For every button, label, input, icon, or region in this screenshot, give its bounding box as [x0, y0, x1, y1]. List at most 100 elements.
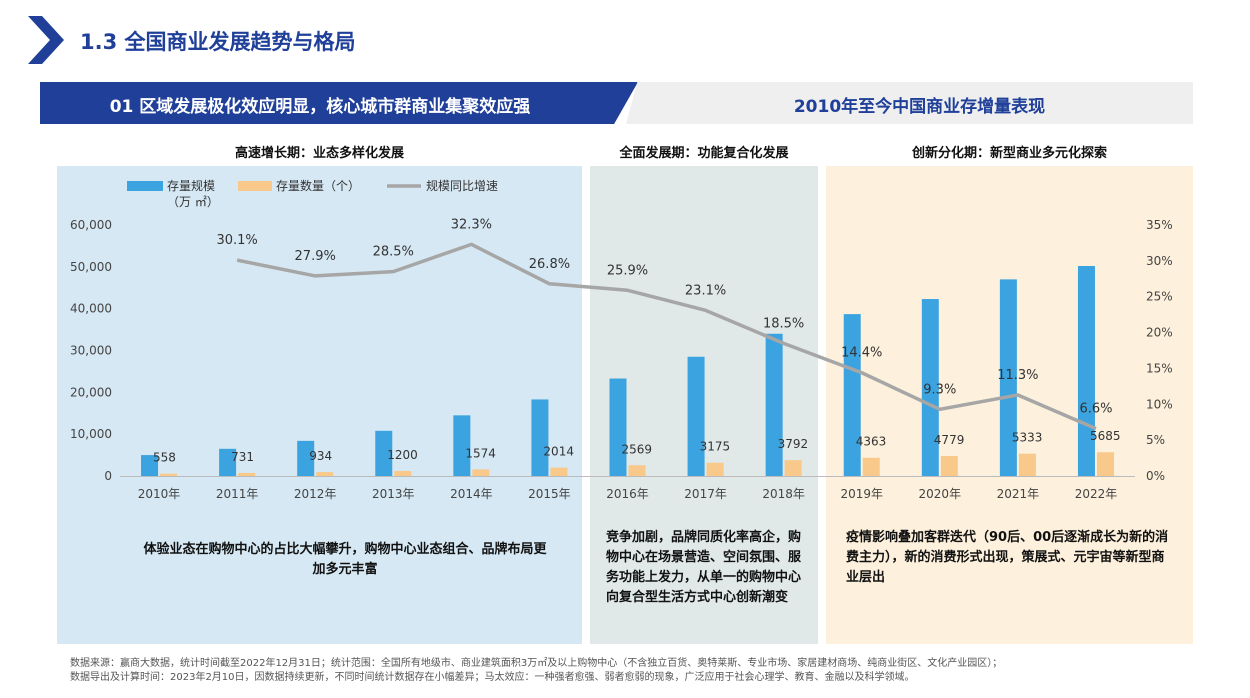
chart: 0 10,000 20,000 30,000 40,000 50,000 60,000 0% 5… — [70, 178, 1173, 501]
legend-label-rate: 规模同比增速 — [426, 178, 498, 193]
count-data-label: 3792 — [778, 437, 809, 451]
count-bar — [472, 469, 490, 476]
scale-bar — [1077, 265, 1095, 476]
x-tick-label: 2014年 — [450, 487, 493, 501]
count-data-label: 731 — [231, 450, 254, 464]
scale-bar — [687, 356, 705, 476]
y-left-tick-label: 20,000 — [70, 385, 112, 399]
y-right-tick-label: 25% — [1146, 290, 1173, 304]
period-label-full: 全面发展期：功能复合化发展 — [619, 146, 789, 161]
y-left-tick-label: 30,000 — [70, 344, 112, 358]
growth-rate-line — [236, 242, 1097, 431]
rate-data-label: 30.1% — [216, 233, 257, 248]
scale-bar — [999, 279, 1017, 476]
y-left-tick-label: 40,000 — [70, 302, 112, 316]
x-tick-label: 2019年 — [840, 487, 883, 501]
scale-bar — [297, 440, 315, 476]
scale-bar — [219, 448, 237, 476]
footer-line-source: 数据来源：赢商大数据，统计时间截至2022年12月31日；统计范围：全国所有地级… — [70, 658, 1003, 669]
y-right-tick-label: 10% — [1146, 397, 1173, 411]
y-right-tick-label: 30% — [1146, 254, 1173, 268]
y-left-tick-label: 50,000 — [70, 260, 112, 274]
count-bar — [316, 472, 334, 476]
rate-data-label: 25.9% — [607, 263, 648, 278]
scale-bar — [375, 430, 393, 476]
rate-data-label: 11.3% — [997, 368, 1038, 383]
scale-bar — [453, 415, 471, 476]
chevron-icon — [28, 16, 64, 64]
count-data-label: 2014 — [543, 445, 574, 459]
footer-source: 数据来源：赢商大数据，统计时间截至2022年12月31日；统计范围：全国所有地级… — [70, 657, 1190, 685]
count-bar — [706, 462, 724, 476]
legend-label-scale: 存量规模 — [167, 178, 215, 193]
count-data-label: 5333 — [1012, 431, 1043, 445]
count-bar — [784, 460, 802, 476]
y-right-tick-label: 0% — [1146, 469, 1165, 483]
footer-line-method: 数据导出及计算时间：2023年2月10日，因数据持续更新，不同时间统计数据存在小… — [70, 672, 915, 683]
count-data-label: 5685 — [1090, 429, 1121, 443]
scale-bar — [609, 378, 627, 476]
rate-data-label: 18.5% — [763, 316, 804, 331]
count-data-label: 1200 — [387, 448, 418, 462]
y-left-tick-label: 0 — [104, 469, 112, 483]
scale-bar — [765, 333, 783, 476]
count-data-label: 4779 — [934, 433, 965, 447]
x-tick-label: 2013年 — [372, 487, 415, 501]
x-tick-label: 2018年 — [762, 487, 805, 501]
y-right-tick-label: 20% — [1146, 326, 1173, 340]
count-bar — [628, 465, 646, 476]
count-bar — [238, 472, 256, 476]
y-left-tick-label: 10,000 — [70, 427, 112, 441]
period-note-innovation: 疫情影响叠加客群迭代（90后、00后逐渐成长为新的消费主力），新的消费形式出现，… — [846, 530, 1169, 585]
period-note-full: 竞争加剧，品牌同质化率高企，购物中心在场景营造、空间氛围、服务功能上发力，从单一… — [606, 530, 802, 605]
x-tick-label: 2022年 — [1075, 487, 1118, 501]
x-tick-label: 2012年 — [294, 487, 337, 501]
legend-swatch-scale — [127, 181, 163, 191]
x-tick-label: 2016年 — [606, 487, 649, 501]
y-left-tick-label: 60,000 — [70, 218, 112, 232]
x-tick-label: 2011年 — [216, 487, 259, 501]
scale-bar — [531, 399, 549, 476]
rate-data-label: 28.5% — [373, 245, 414, 260]
count-bar — [940, 456, 958, 476]
page-title: 1.3 全国商业发展趋势与格局 — [80, 30, 356, 54]
scale-bar — [921, 299, 939, 476]
legend-label-count: 存量数量（个） — [276, 178, 360, 193]
chart-title: 2010年至今中国商业存增量表现 — [793, 97, 1046, 117]
rate-data-label: 6.6% — [1079, 402, 1112, 417]
rate-data-label: 23.1% — [685, 283, 726, 298]
count-bar — [160, 473, 178, 476]
rate-data-label: 27.9% — [295, 249, 336, 264]
count-data-label: 1574 — [465, 446, 496, 460]
count-bar — [1018, 453, 1036, 476]
chart-title-banner: 2010年至今中国商业存增量表现 — [626, 82, 1193, 124]
period-label-innovation: 创新分化期：新型商业多元化探索 — [911, 146, 1107, 161]
count-data-label: 558 — [153, 451, 176, 465]
legend-label-scale-unit: （万 ㎡） — [167, 195, 219, 209]
rate-data-label: 14.4% — [841, 346, 882, 361]
count-data-label: 3175 — [700, 440, 731, 454]
period-note-growth: 体验业态在购物中心的占比大幅攀升，购物中心业态组合、品牌布局更加多元丰富 — [143, 542, 547, 577]
x-tick-label: 2020年 — [919, 487, 962, 501]
rate-data-label: 9.3% — [923, 382, 956, 397]
y-right-tick-label: 5% — [1146, 433, 1165, 447]
scale-bar — [843, 314, 861, 476]
scale-bar — [141, 455, 159, 476]
rate-data-label: 32.3% — [451, 217, 492, 232]
x-tick-label: 2021年 — [997, 487, 1040, 501]
x-tick-label: 2015年 — [528, 487, 571, 501]
count-bar — [862, 457, 880, 476]
y-right-tick-label: 15% — [1146, 361, 1173, 375]
count-data-label: 2569 — [622, 442, 653, 456]
count-bar — [394, 470, 412, 476]
section-banner: 01 区域发展极化效应明显，核心城市群商业集聚效应强 — [40, 82, 638, 124]
count-data-label: 4363 — [856, 435, 887, 449]
period-panel-growth — [57, 166, 582, 644]
y-right-tick-label: 35% — [1146, 218, 1173, 232]
x-tick-label: 2017年 — [684, 487, 727, 501]
x-tick-label: 2010年 — [138, 487, 181, 501]
legend-swatch-count — [238, 181, 272, 191]
rate-data-label: 26.8% — [529, 257, 570, 272]
period-label-growth: 高速增长期：业态多样化发展 — [234, 146, 404, 161]
section-banner-text: 01 区域发展极化效应明显，核心城市群商业集聚效应强 — [109, 97, 531, 117]
